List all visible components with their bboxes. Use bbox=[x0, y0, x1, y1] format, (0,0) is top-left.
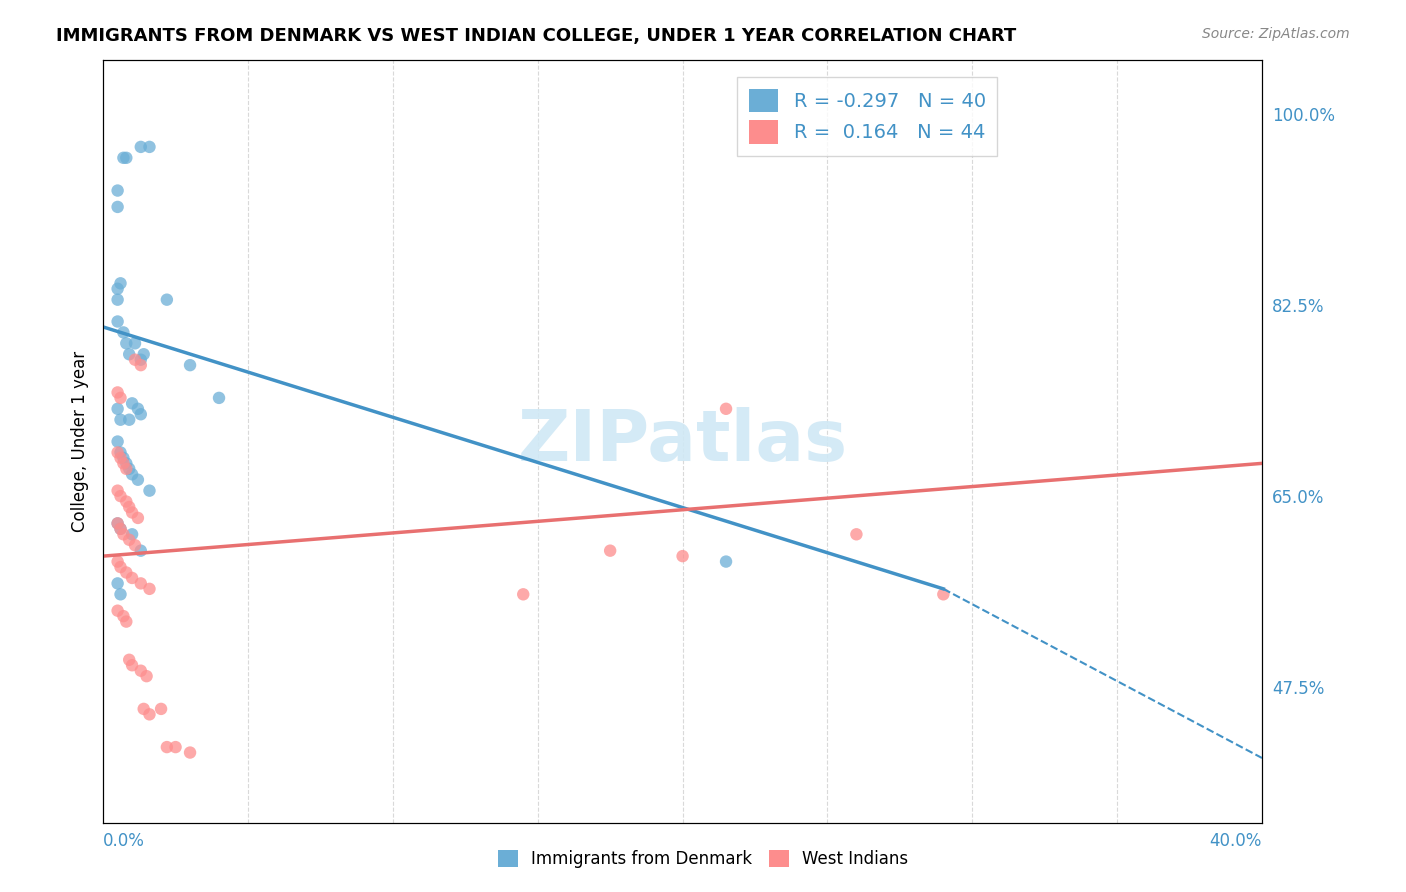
Point bbox=[112, 456, 135, 470]
Point bbox=[129, 664, 152, 678]
Point bbox=[129, 576, 152, 591]
Point bbox=[124, 538, 146, 552]
Point bbox=[138, 582, 160, 596]
Point bbox=[127, 511, 149, 525]
Point bbox=[107, 184, 129, 198]
Point bbox=[129, 543, 152, 558]
Point bbox=[112, 326, 135, 340]
Point bbox=[121, 467, 143, 482]
Point bbox=[179, 358, 201, 372]
Legend: Immigrants from Denmark, West Indians: Immigrants from Denmark, West Indians bbox=[491, 843, 915, 875]
Point bbox=[107, 555, 129, 569]
Point bbox=[112, 609, 135, 624]
Point bbox=[118, 462, 141, 476]
Point bbox=[115, 462, 138, 476]
Point bbox=[129, 140, 152, 154]
Text: ZIPatlas: ZIPatlas bbox=[517, 407, 848, 476]
Point bbox=[115, 566, 138, 580]
Point bbox=[932, 587, 955, 601]
Point bbox=[132, 347, 155, 361]
Point bbox=[107, 483, 129, 498]
Point bbox=[132, 702, 155, 716]
Point bbox=[714, 555, 737, 569]
Point bbox=[121, 571, 143, 585]
Point bbox=[156, 740, 179, 755]
Point bbox=[110, 522, 132, 536]
Point bbox=[115, 151, 138, 165]
Point bbox=[110, 522, 132, 536]
Point bbox=[118, 653, 141, 667]
Point bbox=[124, 336, 146, 351]
Point bbox=[107, 385, 129, 400]
Point bbox=[118, 533, 141, 547]
Point bbox=[121, 506, 143, 520]
Point bbox=[118, 500, 141, 514]
Point bbox=[112, 151, 135, 165]
Point bbox=[112, 527, 135, 541]
Point bbox=[121, 527, 143, 541]
Point bbox=[107, 576, 129, 591]
Point bbox=[107, 434, 129, 449]
Point bbox=[115, 336, 138, 351]
Point bbox=[135, 669, 157, 683]
Point bbox=[512, 587, 534, 601]
Point bbox=[118, 413, 141, 427]
Point bbox=[150, 702, 173, 716]
Point bbox=[107, 282, 129, 296]
Text: IMMIGRANTS FROM DENMARK VS WEST INDIAN COLLEGE, UNDER 1 YEAR CORRELATION CHART: IMMIGRANTS FROM DENMARK VS WEST INDIAN C… bbox=[56, 27, 1017, 45]
Point bbox=[110, 587, 132, 601]
Point bbox=[115, 494, 138, 508]
Point bbox=[179, 746, 201, 760]
Text: 40.0%: 40.0% bbox=[1209, 832, 1263, 850]
Text: 0.0%: 0.0% bbox=[103, 832, 145, 850]
Text: Source: ZipAtlas.com: Source: ZipAtlas.com bbox=[1202, 27, 1350, 41]
Point bbox=[110, 489, 132, 503]
Point bbox=[165, 740, 187, 755]
Point bbox=[671, 549, 693, 563]
Point bbox=[138, 140, 160, 154]
Point bbox=[127, 401, 149, 416]
Point bbox=[107, 445, 129, 459]
Point bbox=[138, 483, 160, 498]
Point bbox=[845, 527, 868, 541]
Point bbox=[121, 658, 143, 673]
Point bbox=[107, 200, 129, 214]
Point bbox=[127, 473, 149, 487]
Point bbox=[115, 456, 138, 470]
Point bbox=[118, 347, 141, 361]
Point bbox=[124, 352, 146, 367]
Point bbox=[107, 401, 129, 416]
Point bbox=[110, 445, 132, 459]
Point bbox=[129, 352, 152, 367]
Y-axis label: College, Under 1 year: College, Under 1 year bbox=[72, 351, 89, 533]
Point bbox=[110, 560, 132, 574]
Point bbox=[110, 450, 132, 465]
Point bbox=[110, 277, 132, 291]
Point bbox=[107, 516, 129, 531]
Point bbox=[121, 396, 143, 410]
Point bbox=[714, 401, 737, 416]
Point bbox=[107, 314, 129, 328]
Point bbox=[156, 293, 179, 307]
Point bbox=[208, 391, 231, 405]
Point bbox=[107, 293, 129, 307]
Point bbox=[138, 707, 160, 722]
Point bbox=[129, 358, 152, 372]
Point bbox=[129, 407, 152, 421]
Point bbox=[107, 516, 129, 531]
Point bbox=[110, 391, 132, 405]
Point bbox=[107, 604, 129, 618]
Point bbox=[110, 413, 132, 427]
Point bbox=[112, 450, 135, 465]
Point bbox=[115, 615, 138, 629]
Legend: R = -0.297   N = 40, R =  0.164   N = 44: R = -0.297 N = 40, R = 0.164 N = 44 bbox=[737, 77, 997, 155]
Point bbox=[599, 543, 621, 558]
